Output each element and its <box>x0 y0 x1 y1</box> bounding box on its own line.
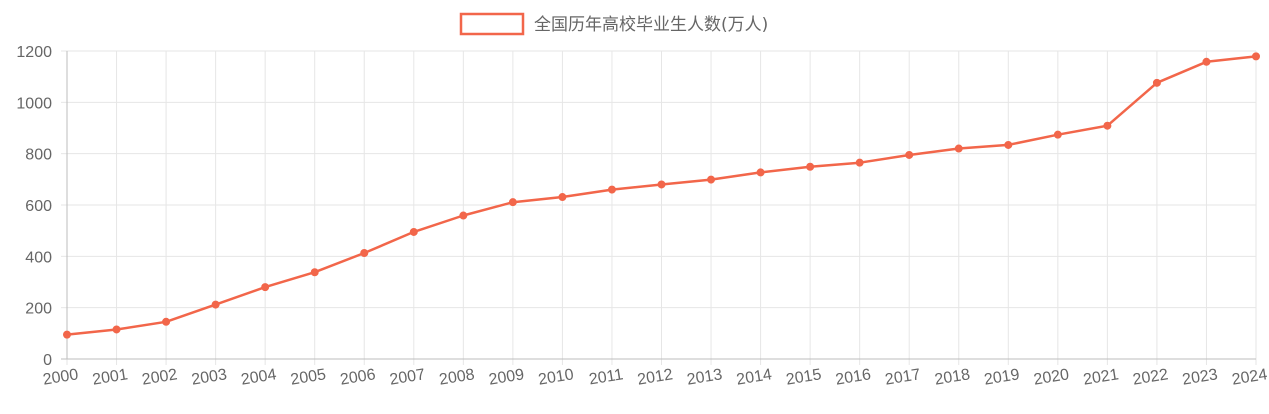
data-point[interactable] <box>607 185 616 194</box>
x-tick-label: 2019 <box>983 366 1021 388</box>
data-point[interactable] <box>112 325 121 334</box>
x-tick-label: 2009 <box>488 366 526 388</box>
x-tick-label: 2013 <box>686 366 724 388</box>
x-tick-label: 2016 <box>834 366 872 388</box>
data-point[interactable] <box>905 150 914 159</box>
y-tick-label: 1000 <box>16 95 52 112</box>
data-point[interactable] <box>855 158 864 167</box>
data-point[interactable] <box>657 180 666 189</box>
data-point[interactable] <box>1053 130 1062 139</box>
series-layer <box>63 52 1260 339</box>
x-tick-label: 2010 <box>537 366 575 388</box>
x-tick-label: 2017 <box>884 366 922 388</box>
x-tick-label: 2005 <box>289 366 327 388</box>
x-tick-label: 2008 <box>438 366 476 388</box>
data-point[interactable] <box>261 283 270 292</box>
x-tick-label: 2014 <box>735 366 773 388</box>
data-point[interactable] <box>508 198 517 207</box>
x-tick-label: 2023 <box>1181 366 1219 388</box>
x-tick-label: 2020 <box>1032 366 1070 388</box>
data-point[interactable] <box>1252 52 1260 61</box>
grid-lines <box>66 50 1257 360</box>
x-tick-label: 2001 <box>91 366 129 388</box>
data-point[interactable] <box>63 330 71 339</box>
data-point[interactable] <box>409 227 418 236</box>
legend-label[interactable]: 全国历年高校毕业生人数(万人) <box>534 15 768 35</box>
data-point[interactable] <box>1152 78 1161 87</box>
x-tick-label: 2015 <box>785 366 823 388</box>
x-tick-label: 2024 <box>1231 366 1269 388</box>
y-tick-label: 600 <box>25 198 52 215</box>
x-tick-label: 2007 <box>388 366 426 388</box>
x-tick-label: 2003 <box>190 366 228 388</box>
data-point[interactable] <box>360 248 369 257</box>
x-tick-label: 2022 <box>1132 366 1170 388</box>
legend[interactable]: 全国历年高校毕业生人数(万人) <box>459 12 768 36</box>
legend-swatch[interactable] <box>459 12 525 36</box>
y-tick-label: 1200 <box>16 44 52 61</box>
x-tick-label: 2004 <box>240 366 278 388</box>
y-tick-label: 200 <box>25 301 52 318</box>
data-point[interactable] <box>756 168 765 177</box>
data-point[interactable] <box>1103 121 1112 130</box>
data-point[interactable] <box>459 211 468 220</box>
data-point[interactable] <box>1004 140 1013 149</box>
x-tick-label: 2012 <box>636 366 674 388</box>
axes: 2000 2001 2002 2003 2004 2005 2006 2007 2008 2009… <box>16 44 1268 389</box>
data-point[interactable] <box>310 268 319 277</box>
y-tick-label: 0 <box>43 352 52 369</box>
data-point[interactable] <box>1202 57 1211 66</box>
x-tick-label: 2000 <box>42 366 80 388</box>
y-tick-label: 800 <box>25 147 52 164</box>
x-tick-label: 2011 <box>588 366 625 388</box>
data-point[interactable] <box>954 144 963 153</box>
x-tick-label: 2006 <box>339 366 377 388</box>
x-tick-label: 2002 <box>141 366 179 388</box>
x-tick-label: 2018 <box>933 366 971 388</box>
data-point[interactable] <box>707 175 716 184</box>
y-tick-label: 400 <box>25 249 52 266</box>
x-tick-label: 2021 <box>1082 366 1120 388</box>
data-point[interactable] <box>558 193 567 202</box>
data-point[interactable] <box>162 317 171 326</box>
data-point[interactable] <box>211 300 220 309</box>
data-point[interactable] <box>806 162 815 171</box>
